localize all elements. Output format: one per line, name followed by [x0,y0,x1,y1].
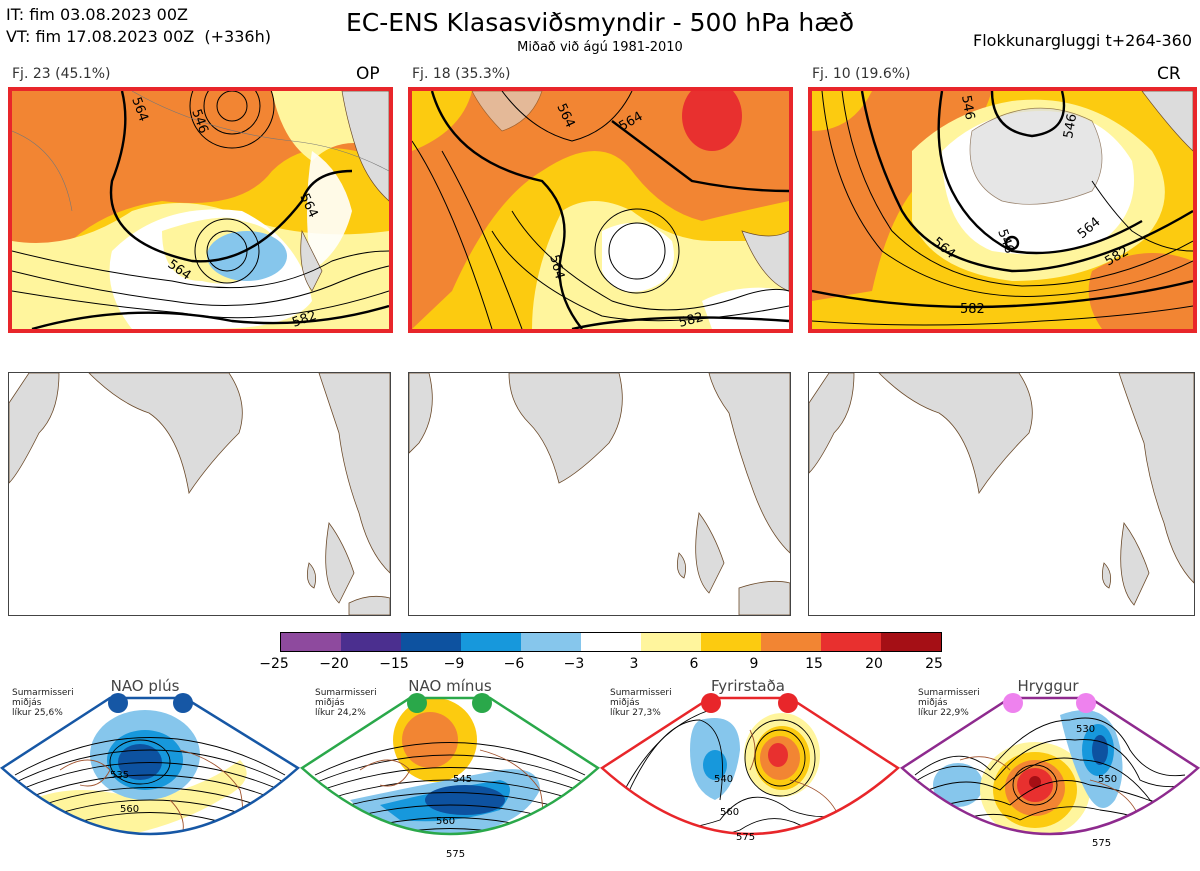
cluster-1-map[interactable]: 546 564 564 564 582 [8,87,393,333]
cluster-3-label: Fj. 10 (19.6%) [812,66,911,82]
base-map-1[interactable] [8,372,391,616]
colorbar-tick: 20 [865,656,883,672]
greenland-shape [88,373,243,495]
regime-1-title: NAO plús [110,677,180,695]
colorbar-swatch [521,633,581,651]
colorbar-swatch [401,633,461,651]
cluster-2-map[interactable]: 564 564 564 582 [408,87,793,333]
cluster-2-label: Fj. 18 (35.3%) [412,66,511,82]
colorbar-tick: 3 [629,656,639,672]
colorbar-tick: −6 [503,656,525,672]
regime-3-map[interactable]: 540 560 575 [600,690,900,871]
regime-1-marker [173,693,193,713]
regime-3-marker [778,693,798,713]
cluster-3-contour-label: 582 [960,302,985,317]
cluster-3-tag: CR [1157,64,1181,84]
colorbar-tick: −25 [259,656,289,672]
init-time: IT: fim 03.08.2023 00Z [6,5,188,24]
regime-2-marker [472,693,492,713]
cluster-1-label: Fj. 23 (45.1%) [12,66,111,82]
regime-2-border [300,696,600,836]
base-map-2[interactable] [408,372,791,616]
regime-1-marker [108,693,128,713]
colorbar-swatch [881,633,941,651]
colorbar-swatch [821,633,881,651]
regime-1-contour-label: 535 [110,770,129,781]
regime-3-marker [701,693,721,713]
colorbar-tick: −15 [379,656,409,672]
base-map-3[interactable] [808,372,1195,616]
colorbar-swatch [701,633,761,651]
colorbar-tick: 6 [689,656,699,672]
cluster-3-contour-label: 546 [958,94,977,121]
run-info: IT: fim 03.08.2023 00Z VT: fim 17.08.202… [6,4,271,48]
britain-shape [695,512,725,594]
colorbar [280,632,942,652]
colorbar-tick: −3 [563,656,585,672]
regime-1-map[interactable]: 535 560 [0,690,300,871]
colorbar-swatch [581,633,641,651]
colorbar-swatch [341,633,401,651]
britain-shape [325,522,355,604]
regime-1-stats: Sumarmisseri miðjás líkur 25,6% [12,688,74,718]
regime-4-contour-label: 530 [1076,724,1095,735]
regime-3-contour-label: 575 [736,832,755,843]
colorbar-tick: 25 [925,656,943,672]
regime-3-stats: Sumarmisseri miðjás líkur 27,3% [610,688,672,718]
regime-4-stats: Sumarmisseri miðjás líkur 22,9% [918,688,980,718]
colorbar-tick: 15 [805,656,823,672]
regime-3-contour-label: 560 [720,807,739,818]
regime-1-contour-label: 560 [120,804,139,815]
regime-4-map[interactable]: 530 550 575 [900,690,1200,871]
page-title: EC-ENS Klasasviðsmyndir - 500 hPa hæð [345,8,855,37]
regime-3-contour-label: 540 [714,774,733,785]
regime-2-contour-label: 560 [436,816,455,827]
scandinavia-shape [1118,373,1194,584]
landmass-shape [9,373,60,484]
cluster-3-map[interactable]: 546 546 546 564 564 582 582 [808,87,1197,333]
regime-3-border [600,696,900,836]
regime-3-title: Fyrirstaða [711,677,785,695]
regime-4-contour-label: 550 [1098,774,1117,785]
regime-1-border [0,696,300,836]
colorbar-tick: 9 [749,656,759,672]
cluster-3-contour-label: 546 [1061,113,1080,140]
regime-4-marker [1003,693,1023,713]
regime-2-map[interactable]: 545 560 575 [300,690,600,871]
scandinavia-shape [708,373,790,554]
cluster-2-contour-label: 582 [677,310,705,329]
colorbar-swatch [641,633,701,651]
regime-4-title: Hryggur [1017,677,1079,695]
greenland-shape [878,373,1033,495]
regime-2-marker [407,693,427,713]
cluster-1-tag: OP [356,64,380,84]
regime-2-stats: Sumarmisseri miðjás líkur 24,2% [315,688,377,718]
colorbar-tick: −9 [443,656,465,672]
page-subtitle: Miðað við ágú 1981-2010 [517,40,683,55]
regime-2-contour-label: 545 [453,774,472,785]
greenland-shape [508,373,623,484]
regime-2-title: NAO mínus [408,677,492,695]
colorbar-swatch [761,633,821,651]
colorbar-swatch [281,633,341,651]
regime-2-contour-label: 575 [446,849,465,860]
colorbar-ticks: −25 −20 −15 −9 −6 −3 3 6 9 15 20 25 [0,656,1200,676]
colorbar-swatch [461,633,521,651]
britain-shape [1120,522,1150,606]
valid-time: VT: fim 17.08.2023 00Z (+336h) [6,27,271,46]
cluster-2-contour-label: 564 [546,253,567,281]
regime-4-border [900,696,1200,836]
regime-4-contour-label: 575 [1092,838,1111,849]
regime-4-marker [1076,693,1096,713]
colorbar-tick: −20 [319,656,349,672]
cluster-1-contour-label: 582 [290,308,318,329]
scandinavia-shape [318,373,390,574]
classification-window: Flokkunargluggi t+264-360 [973,31,1192,50]
